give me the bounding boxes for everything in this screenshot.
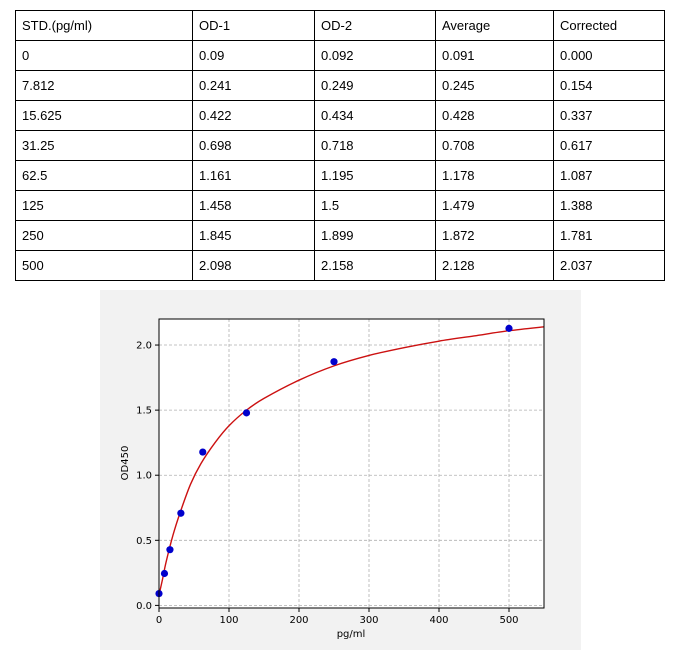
cell-std: 500 bbox=[15, 250, 193, 281]
cell-od1: 1.161 bbox=[192, 160, 315, 191]
x-tick-label: 0 bbox=[156, 615, 162, 626]
header-std: STD.(pg/ml) bbox=[15, 10, 193, 41]
y-axis-ticks: 0.0 0.5 1.0 1.5 2.0 bbox=[136, 341, 159, 612]
table-header-row: STD.(pg/ml) OD-1 OD-2 Average Corrected bbox=[15, 10, 665, 41]
cell-std: 15.625 bbox=[15, 100, 193, 131]
plot-frame bbox=[158, 318, 545, 609]
data-point bbox=[242, 409, 251, 417]
plot-area bbox=[159, 319, 544, 608]
cell-od1: 2.098 bbox=[192, 250, 315, 281]
cell-average: 1.479 bbox=[435, 190, 554, 221]
cell-average: 0.245 bbox=[435, 70, 554, 101]
cell-std: 0 bbox=[15, 40, 193, 71]
data-point bbox=[199, 448, 207, 456]
cell-average: 0.091 bbox=[435, 40, 554, 71]
header-od1: OD-1 bbox=[192, 10, 315, 41]
cell-od2: 1.5 bbox=[314, 190, 436, 221]
cell-od1: 1.458 bbox=[192, 190, 315, 221]
table-row: 125 1.458 1.5 1.479 1.388 bbox=[15, 190, 665, 221]
x-tick-label: 300 bbox=[359, 615, 378, 626]
cell-od2: 0.249 bbox=[314, 70, 436, 101]
cell-average: 0.708 bbox=[435, 130, 554, 161]
cell-od1: 0.09 bbox=[192, 40, 315, 71]
cell-od1: 0.422 bbox=[192, 100, 315, 131]
data-point bbox=[505, 324, 513, 332]
table-row: 250 1.845 1.899 1.872 1.781 bbox=[15, 220, 665, 251]
cell-average: 1.872 bbox=[435, 220, 554, 251]
cell-corrected: 1.388 bbox=[553, 190, 665, 221]
cell-od1: 0.241 bbox=[192, 70, 315, 101]
standard-table: STD.(pg/ml) OD-1 OD-2 Average Corrected 0 0.09… bbox=[15, 10, 665, 281]
x-axis-label: pg/ml bbox=[337, 629, 366, 640]
standard-curve-chart: 0 100 200 300 400 500 0.0 0.5 1.0 1.5 2.0 pg/ml O… bbox=[100, 290, 581, 650]
header-od2: OD-2 bbox=[314, 10, 436, 41]
y-axis-label: OD450 bbox=[120, 446, 131, 481]
cell-corrected: 0.000 bbox=[553, 40, 665, 71]
y-tick-label: 0.0 bbox=[136, 601, 152, 612]
cell-corrected: 0.337 bbox=[553, 100, 665, 131]
x-tick-label: 200 bbox=[289, 615, 308, 626]
cell-od1: 1.845 bbox=[192, 220, 315, 251]
y-tick-label: 0.5 bbox=[136, 536, 152, 547]
y-tick-label: 1.5 bbox=[136, 406, 152, 417]
data-point bbox=[177, 509, 185, 517]
cell-od2: 0.092 bbox=[314, 40, 436, 71]
cell-od2: 1.195 bbox=[314, 160, 436, 191]
cell-corrected: 1.781 bbox=[553, 220, 665, 251]
table-row: 7.812 0.241 0.249 0.245 0.154 bbox=[15, 70, 665, 101]
data-point bbox=[166, 546, 174, 554]
x-tick-label: 100 bbox=[219, 615, 238, 626]
cell-od2: 2.158 bbox=[314, 250, 436, 281]
cell-corrected: 1.087 bbox=[553, 160, 665, 191]
cell-std: 7.812 bbox=[15, 70, 193, 101]
table-row: 500 2.098 2.158 2.128 2.037 bbox=[15, 250, 665, 281]
cell-corrected: 0.154 bbox=[553, 70, 665, 101]
cell-average: 2.128 bbox=[435, 250, 554, 281]
cell-od2: 0.718 bbox=[314, 130, 436, 161]
y-tick-label: 2.0 bbox=[136, 341, 152, 352]
cell-std: 125 bbox=[15, 190, 193, 221]
cell-corrected: 2.037 bbox=[553, 250, 665, 281]
data-point bbox=[330, 358, 338, 366]
x-tick-label: 400 bbox=[429, 615, 448, 626]
cell-corrected: 0.617 bbox=[553, 130, 665, 161]
cell-std: 31.25 bbox=[15, 130, 193, 161]
table-row: 0 0.09 0.092 0.091 0.000 bbox=[15, 40, 665, 71]
y-tick-label: 1.0 bbox=[136, 471, 152, 482]
cell-average: 1.178 bbox=[435, 160, 554, 191]
cell-std: 250 bbox=[15, 220, 193, 251]
cell-od1: 0.698 bbox=[192, 130, 315, 161]
cell-od2: 1.899 bbox=[314, 220, 436, 251]
cell-od2: 0.434 bbox=[314, 100, 436, 131]
chart-svg: 0 100 200 300 400 500 0.0 0.5 1.0 1.5 2.0 pg/ml O… bbox=[100, 290, 581, 650]
data-point bbox=[160, 569, 169, 578]
header-corrected: Corrected bbox=[553, 10, 665, 41]
header-average: Average bbox=[435, 10, 554, 41]
table-row: 62.5 1.161 1.195 1.178 1.087 bbox=[15, 160, 665, 191]
table-row: 31.25 0.698 0.718 0.708 0.617 bbox=[15, 130, 665, 161]
data-points bbox=[155, 324, 513, 598]
table-row: 15.625 0.422 0.434 0.428 0.337 bbox=[15, 100, 665, 131]
cell-std: 62.5 bbox=[15, 160, 193, 191]
x-axis-ticks: 0 100 200 300 400 500 bbox=[156, 608, 519, 626]
cell-average: 0.428 bbox=[435, 100, 554, 131]
x-tick-label: 500 bbox=[499, 615, 518, 626]
